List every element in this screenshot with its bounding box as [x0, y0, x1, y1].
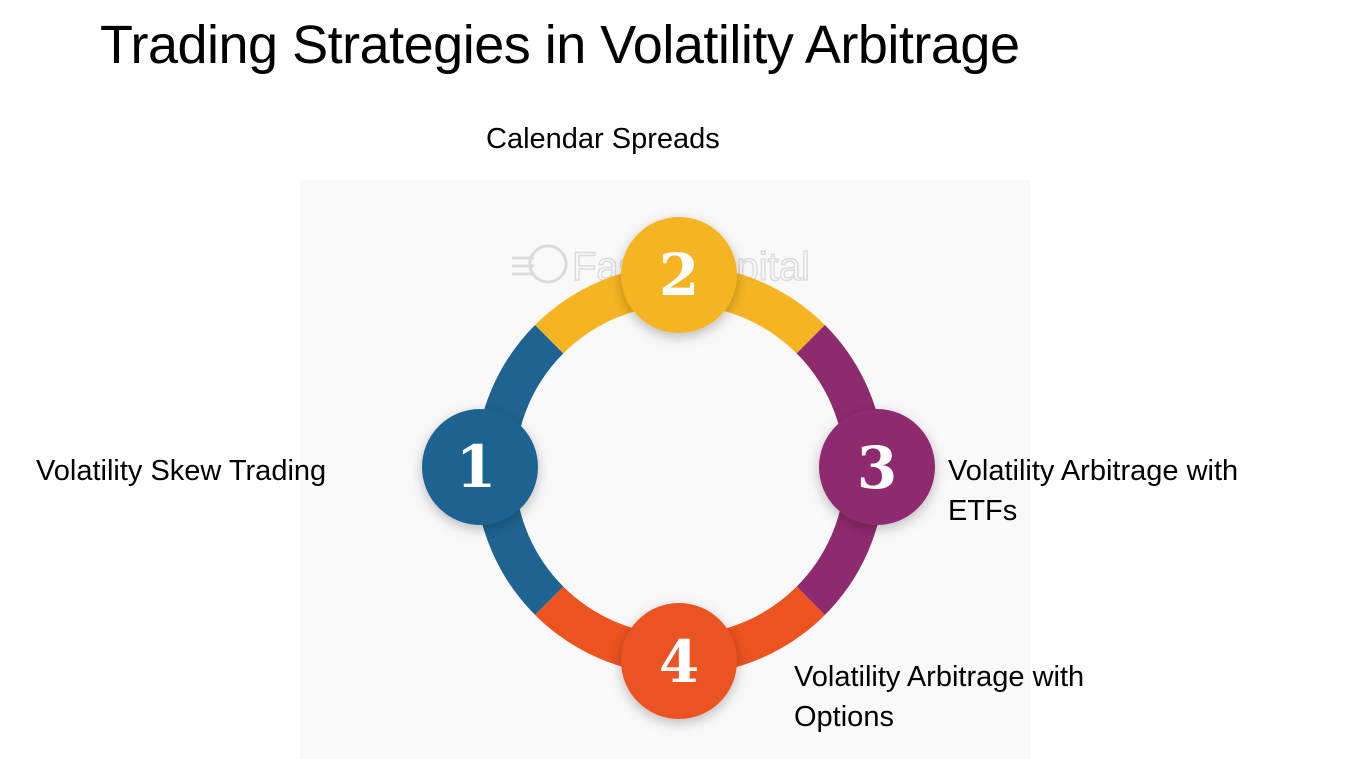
step-node-2 — [621, 217, 737, 333]
step-number-4: 4 — [659, 628, 699, 696]
step-label-calendar-spreads: Calendar Spreads — [486, 123, 720, 155]
step-number-3: 3 — [857, 434, 897, 502]
step-number-2: 2 — [659, 241, 699, 309]
step-label-volatility-skew-trading: Volatility Skew Trading — [36, 455, 327, 487]
step-number-1: 1 — [456, 433, 496, 501]
page-title: Trading Strategies in Volatility Arbitra… — [100, 15, 1020, 75]
step-node-1 — [422, 409, 538, 525]
step-node-3 — [819, 409, 935, 525]
step-node-4 — [621, 603, 737, 719]
step-label-volatility-arbitrage-etfs: Volatility Arbitrage with ETFs — [948, 455, 1239, 527]
step-label-volatility-arbitrage-options: Volatility Arbitrage with Options — [794, 661, 1085, 733]
